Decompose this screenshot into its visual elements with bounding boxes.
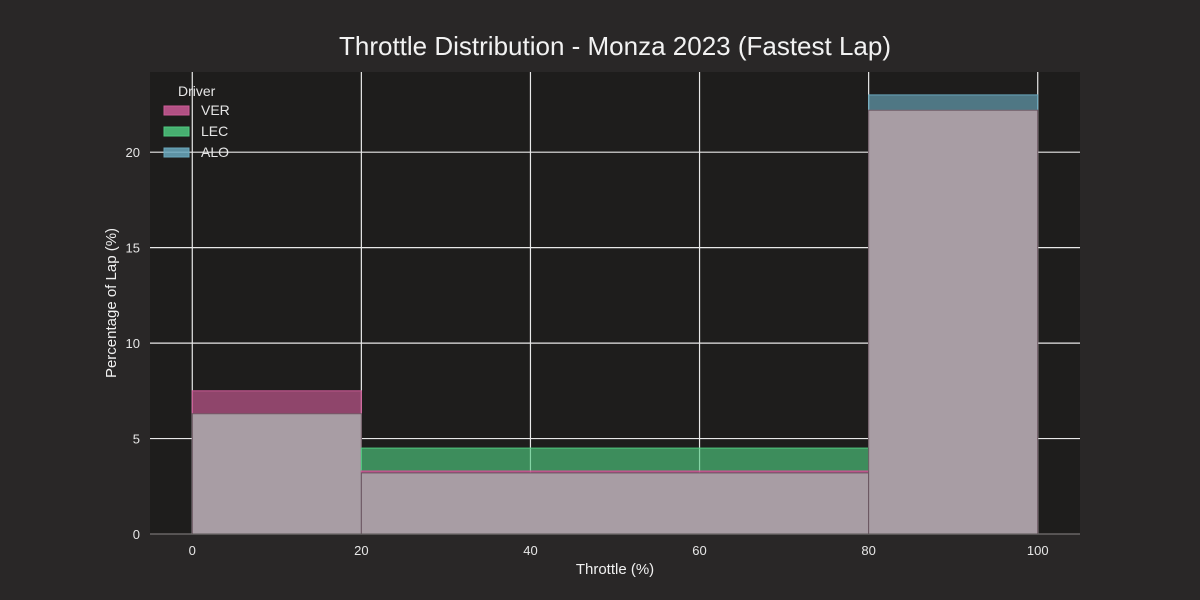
- bar-ver-bin-0-20: [191, 390, 362, 415]
- legend-swatch-alo: [163, 147, 190, 158]
- y-axis-title: Percentage of Lap (%): [103, 228, 120, 378]
- bar-lec-bin-20-80: [360, 447, 870, 472]
- x-tick-label: 20: [354, 543, 368, 558]
- bar-alo-bin-80-100: [868, 94, 1039, 111]
- legend-title: Driver: [178, 83, 216, 99]
- y-tick-label: 10: [126, 336, 140, 351]
- legend: Driver VER LEC ALO: [163, 83, 230, 160]
- legend-swatch-lec: [163, 126, 190, 137]
- histogram-bars: [191, 94, 1039, 535]
- bar-overlap-bin-80-100: [868, 109, 1039, 535]
- legend-swatch-ver: [163, 105, 190, 116]
- bar-overlap-bin-0-20: [191, 413, 362, 535]
- x-tick-label: 100: [1027, 543, 1049, 558]
- x-tick-label: 0: [189, 543, 196, 558]
- bar-overlap-bin-20-80: [360, 472, 870, 535]
- x-tick-label: 60: [692, 543, 706, 558]
- x-tick-label: 80: [861, 543, 875, 558]
- y-tick-label: 20: [126, 145, 140, 160]
- legend-label-ver: VER: [201, 102, 230, 118]
- legend-label-alo: ALO: [201, 144, 229, 160]
- y-tick-label: 5: [133, 432, 140, 447]
- y-tick-label: 15: [126, 241, 140, 256]
- legend-label-lec: LEC: [201, 123, 228, 139]
- axis-ticks: 0 20 40 60 80 100 0 5 10 15 20: [126, 145, 1080, 558]
- x-axis-title: Throttle (%): [576, 561, 654, 578]
- y-tick-label: 0: [133, 527, 140, 542]
- x-tick-label: 40: [523, 543, 537, 558]
- chart-title: Throttle Distribution - Monza 2023 (Fast…: [339, 31, 891, 61]
